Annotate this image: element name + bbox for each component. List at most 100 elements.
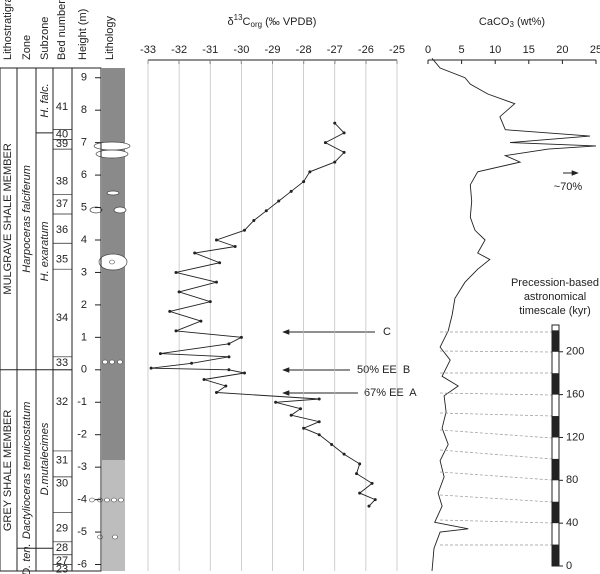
data-point: [308, 170, 312, 174]
correlation-line: [439, 392, 553, 396]
header: Height (m): [77, 9, 89, 60]
nodule: [97, 534, 103, 540]
correlation-line: [439, 350, 553, 353]
nodule: [109, 259, 115, 265]
data-point: [193, 251, 197, 255]
scale-segment: [552, 330, 559, 352]
data-point: [242, 228, 246, 232]
annotation: 67% EE A: [364, 387, 417, 399]
data-point: [342, 150, 346, 154]
data-point: [299, 407, 303, 411]
bed-number: 34: [56, 312, 68, 324]
data-point: [227, 368, 231, 372]
x-tick-label: -26: [358, 44, 374, 56]
correlation-line: [439, 449, 553, 460]
d13c-title: δ13Corg (‰ VPDB): [228, 13, 317, 29]
scale-title: astronomical: [524, 291, 586, 303]
data-point: [342, 131, 346, 135]
data-point: [224, 384, 228, 388]
data-point: [342, 452, 346, 456]
data-point: [168, 309, 172, 313]
subzone: H. exaratum: [39, 221, 51, 281]
bed-number: 29: [56, 523, 68, 535]
x-tick-label: 0: [425, 44, 431, 56]
data-point: [214, 391, 218, 395]
data-point: [174, 329, 178, 333]
data-point: [227, 342, 231, 346]
scale-tick-label: 0: [566, 560, 572, 572]
bed-number: 31: [56, 455, 68, 467]
scale-segment: [552, 416, 559, 438]
x-tick-label: -32: [171, 44, 187, 56]
nodule: [111, 497, 117, 503]
scale-tick-label: 200: [566, 346, 584, 358]
bed-number: 23: [56, 563, 68, 574]
header: Bed number: [56, 0, 68, 60]
x-tick-label: 5: [459, 44, 465, 56]
nodule: [106, 190, 120, 196]
column-frame: [0, 67, 102, 572]
y-tick-label: 8: [81, 104, 87, 116]
subzone: D.mutalecimes: [39, 422, 51, 495]
data-point: [317, 420, 321, 424]
x-tick-label: 25: [590, 44, 600, 56]
data-point: [158, 352, 162, 356]
nodule: [104, 497, 110, 503]
data-point: [317, 433, 321, 437]
y-tick-label: -2: [77, 429, 87, 441]
annotation: C: [383, 326, 391, 338]
bed-number: 40: [56, 128, 68, 140]
data-point: [239, 335, 243, 339]
bed-number: 32: [56, 396, 68, 408]
member: GREY SHALE MEMBER: [2, 410, 14, 531]
data-point: [214, 238, 218, 242]
x-tick-label: -28: [296, 44, 312, 56]
y-tick-label: -3: [77, 461, 87, 473]
y-tick-label: -4: [77, 494, 87, 506]
header: Zone: [21, 35, 33, 60]
nodule: [95, 149, 129, 159]
data-point: [317, 397, 321, 401]
y-tick-label: -5: [77, 526, 87, 538]
strat-column: [0, 67, 131, 572]
x-tick-label: -33: [140, 44, 156, 56]
nodule: [89, 206, 103, 214]
data-point: [202, 378, 206, 382]
y-tick-label: 9: [81, 72, 87, 84]
x-tick-label: -29: [265, 44, 281, 56]
nodule: [118, 497, 124, 503]
x-tick-label: 20: [556, 44, 568, 56]
data-point: [373, 498, 377, 502]
data-point: [302, 426, 306, 430]
nodule: [109, 359, 115, 365]
data-line: [431, 58, 597, 572]
data-point: [214, 280, 218, 284]
bed-number: 37: [56, 198, 68, 210]
correlation-line: [439, 471, 553, 481]
data-point: [190, 361, 194, 365]
data-point: [358, 462, 362, 466]
data-point: [358, 491, 362, 495]
scale-tick-label: 120: [566, 431, 584, 443]
y-tick-label: 2: [81, 299, 87, 311]
x-tick-label: -27: [327, 44, 343, 56]
scale-tick-label: 40: [566, 517, 578, 529]
annotation: 50% EE B: [357, 364, 410, 376]
data-point: [289, 189, 293, 193]
data-point: [177, 290, 181, 294]
nodule: [113, 206, 127, 214]
nodule: [102, 359, 108, 365]
nodule: [89, 497, 95, 503]
bed-number: 28: [56, 542, 68, 554]
x-tick-label: -25: [389, 44, 405, 56]
data-point: [199, 319, 203, 323]
correlation-line: [439, 519, 553, 524]
scale-segment: [552, 544, 559, 566]
y-tick-label: -1: [77, 396, 87, 408]
bed-number: 39: [56, 138, 68, 150]
header: Lithostratigraphy: [2, 0, 14, 60]
bed-number: 38: [56, 175, 68, 187]
header: Lithology: [104, 15, 116, 60]
bed-number: 33: [56, 357, 68, 369]
